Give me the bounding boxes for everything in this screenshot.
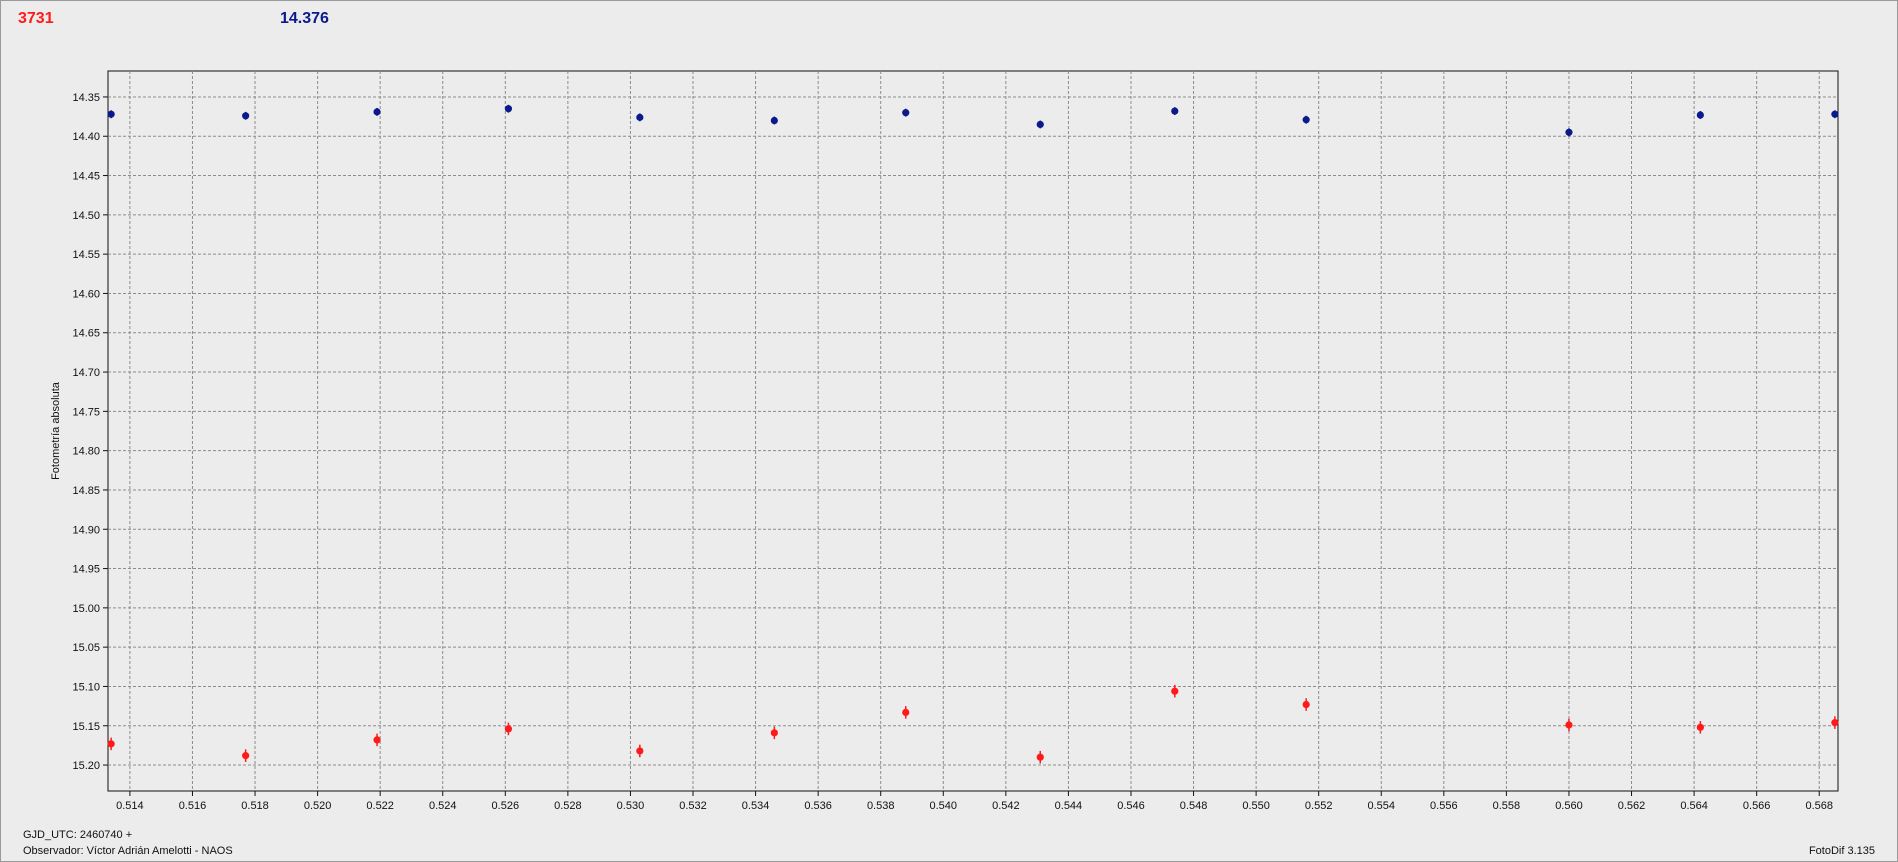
- data-point[interactable]: [1171, 107, 1179, 115]
- data-point[interactable]: [504, 105, 513, 113]
- x-tick-label: 0.536: [804, 800, 832, 812]
- x-tick-label: 0.566: [1743, 800, 1771, 812]
- y-tick-label: 15.00: [72, 603, 100, 615]
- data-point[interactable]: [1302, 700, 1310, 709]
- x-tick-label: 0.530: [617, 800, 645, 812]
- data-point[interactable]: [1302, 116, 1310, 124]
- y-tick-label: 14.65: [72, 328, 100, 340]
- x-tick-label: 0.546: [1117, 800, 1145, 812]
- x-tick-label: 0.514: [116, 800, 144, 812]
- x-tick-label: 0.550: [1242, 800, 1270, 812]
- y-tick-label: 14.35: [72, 92, 100, 104]
- y-tick-label: 14.80: [72, 446, 100, 458]
- data-point[interactable]: [107, 110, 115, 118]
- x-tick-label: 0.562: [1618, 800, 1646, 812]
- x-tick-label: 0.564: [1680, 800, 1708, 812]
- y-tick-label: 15.15: [72, 721, 100, 733]
- observer-label: Observador: Víctor Adrián Amelotti - NAO…: [23, 845, 233, 857]
- data-point[interactable]: [373, 736, 381, 744]
- x-tick-label: 0.524: [429, 800, 457, 812]
- y-tick-label: 14.50: [72, 210, 100, 222]
- x-tick-label: 0.522: [366, 800, 394, 812]
- data-point[interactable]: [1831, 719, 1839, 727]
- x-tick-label: 0.526: [492, 800, 520, 812]
- data-point[interactable]: [1696, 111, 1704, 119]
- y-tick-label: 14.40: [72, 131, 100, 143]
- x-tick-label: 0.552: [1305, 800, 1333, 812]
- data-point[interactable]: [1831, 110, 1839, 118]
- data-point[interactable]: [1036, 753, 1044, 761]
- x-tick-label: 0.556: [1430, 800, 1458, 812]
- data-point[interactable]: [1565, 721, 1573, 729]
- data-point[interactable]: [902, 708, 910, 716]
- x-tick-label: 0.520: [304, 800, 332, 812]
- data-point[interactable]: [242, 752, 250, 760]
- data-point[interactable]: [636, 747, 644, 755]
- y-axis-ticks: 14.35 14.40 14.45 14.50 14.55 14.60 14.65 14.70…: [72, 92, 108, 772]
- x-tick-label: 0.516: [179, 800, 207, 812]
- y-axis-label: Fotometría absoluta: [50, 381, 62, 480]
- x-tick-label: 0.554: [1367, 800, 1395, 812]
- data-point[interactable]: [902, 109, 910, 117]
- gjd-base-label: GJD_UTC: 2460740 +: [23, 829, 133, 841]
- x-tick-label: 0.532: [679, 800, 707, 812]
- y-tick-label: 14.70: [72, 367, 100, 379]
- y-tick-label: 14.85: [72, 485, 100, 497]
- x-tick-label: 0.528: [554, 800, 582, 812]
- version-label: FotoDif 3.135: [1808, 845, 1875, 857]
- y-tick-label: 14.45: [72, 171, 100, 183]
- y-tick-label: 15.05: [72, 642, 100, 654]
- data-point[interactable]: [373, 108, 381, 116]
- x-tick-label: 0.568: [1805, 800, 1833, 812]
- data-point[interactable]: [1565, 128, 1573, 136]
- x-tick-label: 0.548: [1180, 800, 1208, 812]
- data-point[interactable]: [770, 729, 778, 737]
- y-tick-label: 15.20: [72, 760, 100, 772]
- data-point[interactable]: [636, 113, 644, 121]
- y-tick-label: 14.55: [72, 249, 100, 261]
- data-point[interactable]: [107, 740, 115, 748]
- data-point[interactable]: [770, 116, 778, 125]
- y-tick-label: 15.10: [72, 681, 100, 693]
- x-tick-label: 0.540: [930, 800, 958, 812]
- x-tick-label: 0.544: [1055, 800, 1083, 812]
- x-tick-label: 0.534: [742, 800, 770, 812]
- y-tick-label: 14.60: [72, 288, 100, 300]
- x-tick-label: 0.518: [241, 800, 269, 812]
- x-tick-label: 0.560: [1555, 800, 1583, 812]
- red-series: [107, 684, 1839, 764]
- data-point[interactable]: [1036, 120, 1044, 129]
- y-tick-label: 14.75: [72, 406, 100, 418]
- data-point[interactable]: [504, 725, 513, 733]
- light-curve-chart[interactable]: 0.514 0.516 0.518 0.520 0.522 0.524 0.526 0.528…: [1, 1, 1897, 821]
- x-axis-ticks: 0.514 0.516 0.518 0.520 0.522 0.524 0.526 0.528…: [116, 791, 1833, 812]
- y-tick-label: 14.95: [72, 564, 100, 576]
- blue-series: [107, 104, 1839, 137]
- data-point[interactable]: [242, 112, 250, 120]
- grid-lines: [108, 71, 1838, 791]
- red-series-readout: 3731: [18, 10, 54, 27]
- x-tick-label: 0.538: [867, 800, 895, 812]
- data-points: [107, 104, 1839, 764]
- x-tick-label: 0.542: [992, 800, 1020, 812]
- data-point[interactable]: [1696, 723, 1704, 731]
- y-tick-label: 14.90: [72, 524, 100, 536]
- plot-area: [107, 70, 1839, 792]
- data-point[interactable]: [1171, 687, 1179, 695]
- x-tick-label: 0.558: [1493, 800, 1521, 812]
- blue-series-readout: 14.376: [280, 10, 329, 27]
